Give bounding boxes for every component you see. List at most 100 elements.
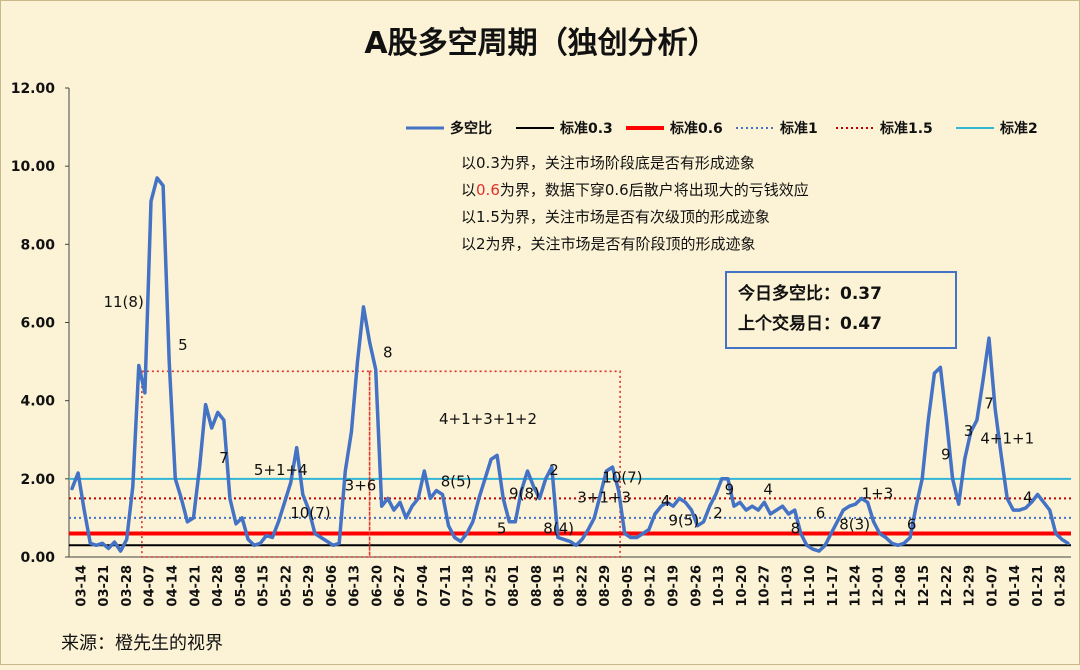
annotation-label: 8(4)	[543, 520, 574, 538]
y-tick-label: 6.00	[20, 316, 55, 332]
x-tick-label: 06-13	[348, 565, 363, 607]
x-tick-label: 01-21	[1031, 565, 1046, 607]
source-note: 来源：橙先生的视界	[61, 633, 223, 654]
x-tick-label: 05-22	[279, 565, 294, 607]
x-tick-label: 12-01	[871, 565, 886, 607]
annotation-label: 7	[219, 449, 229, 467]
x-tick-label: 04-21	[188, 565, 203, 607]
y-tick-label: 4.00	[20, 394, 55, 410]
legend-label: 标准2	[999, 120, 1038, 137]
annotation-label: 6	[907, 516, 917, 534]
annotation-label: 9	[941, 445, 951, 463]
x-tick-label: 12-15	[917, 565, 932, 607]
annotation-label: 8(5)	[441, 473, 472, 491]
x-tick-label: 11-24	[849, 565, 864, 607]
x-tick-label: 11-17	[826, 565, 841, 607]
notes: 以0.3为界，关注市场阶段底是否有形成迹象以0.6为界，数据下穿0.6后散户将出…	[461, 154, 809, 253]
x-tick-label: 03-28	[120, 565, 135, 607]
annotation-label: 8(3)	[839, 516, 870, 534]
x-tick-label: 05-29	[302, 565, 317, 607]
annotation-label: 7	[984, 394, 994, 412]
legend: 多空比 标准0.3 标准0.6 标准1 标准1.5 标准2	[406, 120, 1038, 137]
x-tick-label: 10-20	[735, 565, 750, 607]
x-tick-label: 05-15	[257, 565, 272, 607]
x-tick-label: 07-04	[416, 565, 431, 607]
annotation-label: 9(8)	[509, 484, 540, 502]
region-1	[141, 370, 371, 558]
x-tick-label: 08-15	[553, 565, 568, 607]
annotation-label: 4+1+1	[980, 430, 1034, 448]
annotation-label: 1+3	[862, 484, 894, 502]
y-tick-label: 0.00	[20, 550, 55, 566]
legend-label: 标准0.3	[559, 120, 613, 137]
legend-label: 标准0.6	[669, 120, 723, 137]
note-line: 以2为界，关注市场是否有阶段顶的形成迹象	[461, 235, 756, 253]
x-tick-label: 08-29	[598, 565, 613, 607]
x-tick-label: 07-11	[439, 565, 454, 607]
y-axis: 0.00 2.00 4.00 6.00 8.00 10.00 12.00	[11, 81, 70, 566]
legend-label: 标准1.5	[879, 120, 933, 137]
x-tick-label: 08-08	[530, 565, 545, 607]
x-tick-label: 12-29	[963, 565, 978, 607]
annotation-label: 3	[964, 422, 974, 440]
x-tick-label: 04-28	[211, 565, 226, 607]
x-tick-label: 07-25	[484, 565, 499, 607]
annotation-label: 8	[383, 344, 393, 362]
annotation-label: 6	[816, 504, 826, 522]
annotation-label: 3+6	[345, 477, 377, 495]
x-tick-label: 12-08	[894, 565, 909, 607]
legend-label: 多空比	[450, 120, 492, 137]
y-tick-label: 12.00	[11, 81, 56, 97]
chart-title: A股多空周期（独创分析）	[364, 26, 717, 61]
annotation-label: 4	[661, 492, 671, 510]
x-tick-label: 01-28	[1054, 565, 1069, 607]
series-line-duokongbi	[70, 176, 1070, 553]
x-axis: 03-14 03-21 03-28 04-07 04-14 04-21 04-28 05-08…	[69, 556, 1071, 607]
annotation-label: 5+1+4	[254, 461, 308, 479]
series-lines	[70, 176, 1070, 553]
annotation-label: 4	[1023, 488, 1033, 506]
annotations: 11(8)575+1+410(7)3+684+1+3+1+28(5)9(8)52…	[103, 293, 1034, 538]
x-tick-label: 06-27	[393, 565, 408, 607]
legend-label: 标准1	[779, 120, 818, 137]
x-tick-label: 03-21	[97, 565, 112, 607]
info-previous: 上个交易日：0.47	[738, 313, 882, 334]
x-tick-label: 09-12	[644, 565, 659, 607]
x-tick-label: 12-22	[940, 565, 955, 607]
x-tick-label: 05-08	[234, 565, 249, 607]
x-tick-label: 11-10	[803, 565, 818, 607]
y-tick-label: 2.00	[20, 472, 55, 488]
x-tick-label: 06-20	[370, 565, 385, 607]
x-tick-label: 10-13	[712, 565, 727, 607]
annotation-label: 4+1+3+1+2	[439, 410, 537, 428]
x-tick-label: 09-26	[689, 565, 704, 607]
y-tick-label: 10.00	[11, 159, 56, 175]
x-tick-label: 09-19	[666, 565, 681, 607]
annotation-label: 11(8)	[103, 293, 143, 311]
x-tick-label: 09-05	[621, 565, 636, 607]
annotation-label: 5	[497, 520, 507, 538]
x-tick-label: 01-14	[1008, 565, 1023, 607]
y-tick-label: 8.00	[20, 237, 55, 253]
x-tick-label: 10-27	[758, 565, 773, 607]
annotation-label: 2	[549, 461, 559, 479]
info-today: 今日多空比：0.37	[738, 283, 882, 304]
x-tick-label: 04-14	[165, 565, 180, 607]
highlight-regions	[141, 370, 621, 558]
annotation-label: 9	[725, 480, 735, 498]
info-box: 今日多空比：0.37 上个交易日：0.47	[725, 271, 957, 349]
x-tick-label: 04-07	[143, 565, 158, 607]
annotation-label: 10(7)	[290, 504, 330, 522]
x-tick-label: 08-01	[507, 565, 522, 607]
x-tick-label: 08-22	[575, 565, 590, 607]
x-tick-label: 11-03	[780, 565, 795, 607]
x-tick-label: 01-07	[985, 565, 1000, 607]
annotation-label: 10(7)	[602, 469, 642, 487]
x-tick-label: 06-06	[325, 565, 340, 607]
note-line: 以0.6为界，数据下穿0.6后散户将出现大的亏钱效应	[461, 181, 809, 199]
region-2	[368, 370, 621, 558]
annotation-label: 9(5)	[668, 512, 699, 530]
annotation-label: 8	[791, 520, 801, 538]
x-tick-label: 07-18	[462, 565, 477, 607]
